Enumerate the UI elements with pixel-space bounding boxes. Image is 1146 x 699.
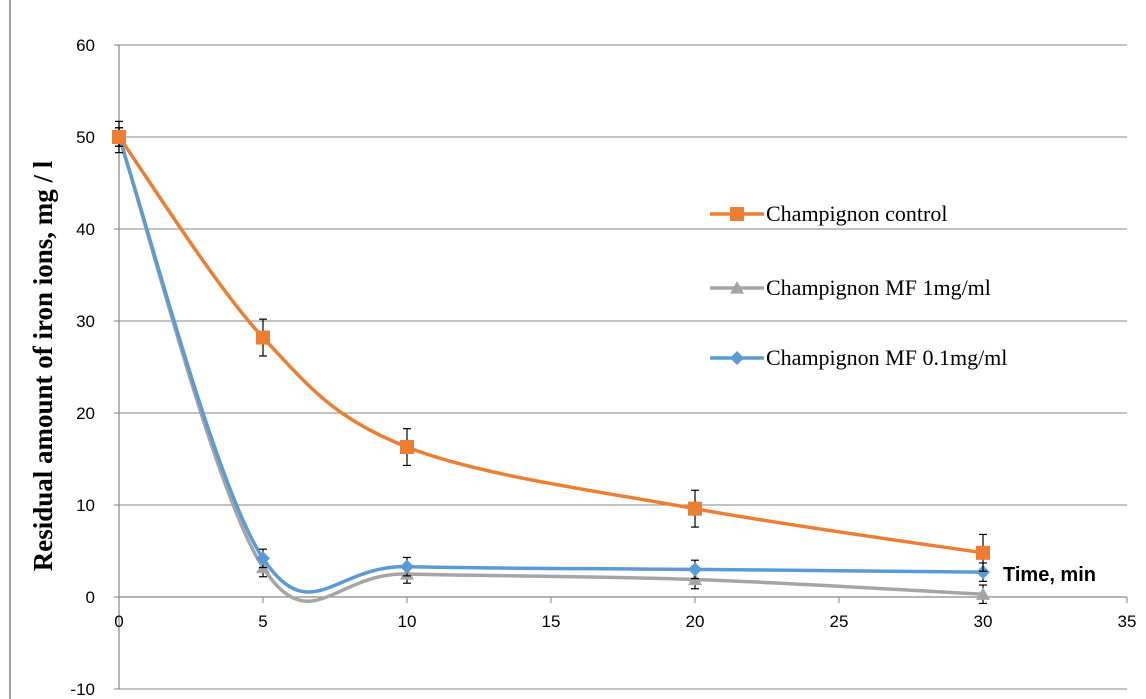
axes: -10 0 10 20 30 40 50 60 0 5 10 15 20 25 30 35 [70,36,1136,699]
x-tick-label: 25 [830,612,849,631]
y-tick-label: 10 [76,496,95,515]
x-tick-label: 0 [114,612,123,631]
x-tick-label: 20 [686,612,705,631]
y-tick-label: 50 [76,128,95,147]
x-tick-label: 35 [1118,612,1137,631]
legend-entry: Champignon MF 1mg/ml [710,275,991,300]
legend-label: Champignon MF 1mg/ml [766,275,991,300]
data-point [256,330,270,345]
data-point [688,501,702,516]
legend-entry: Champignon MF 0.1mg/ml [710,345,1007,370]
legend-marker [730,351,744,365]
data-point [112,130,126,144]
y-tick-label: 0 [86,588,95,607]
series-0 [112,120,990,572]
data-point [976,545,990,560]
x-tick-label: 5 [258,612,267,631]
x-axis-label: Time, min [1003,564,1096,586]
legend-marker [730,207,744,221]
series-line [117,135,984,555]
legend-label: Champignon control [766,201,947,226]
data-point [688,562,702,577]
data-point [400,559,414,574]
series [112,120,990,605]
data-point [976,587,990,600]
y-tick-label: 60 [76,36,95,55]
series-line [117,136,984,594]
y-tick-label: 30 [76,312,95,331]
legend-marker [730,281,744,294]
x-tick-label: 10 [398,612,417,631]
data-point [400,440,414,455]
y-tick-label: 20 [76,404,95,423]
data-point [256,551,270,566]
y-tick-label: 40 [76,220,95,239]
x-tick-label: 30 [974,612,993,631]
legend-label: Champignon MF 0.1mg/ml [766,345,1007,370]
legend-entry: Champignon control [710,201,947,226]
y-tick-label: -10 [70,680,95,699]
data-point [976,565,990,580]
legend: Champignon control Champignon MF 1mg/ml Ch… [710,201,1007,370]
y-axis-label: Residual amount of iron ions, mg / l [28,160,58,571]
x-tick-label: 15 [542,612,561,631]
